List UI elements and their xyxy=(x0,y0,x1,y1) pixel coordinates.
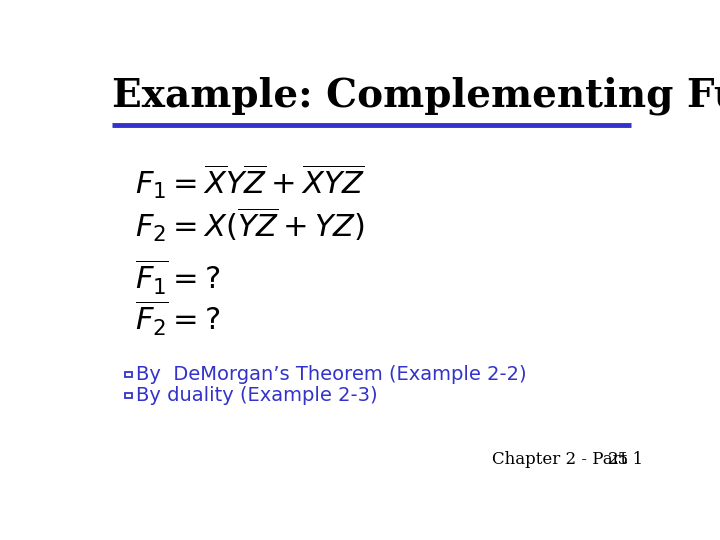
Text: 25: 25 xyxy=(608,451,629,468)
FancyBboxPatch shape xyxy=(125,393,132,398)
Text: $F_2 = X(\overline{YZ} + YZ)$: $F_2 = X(\overline{YZ} + YZ)$ xyxy=(135,206,364,244)
Text: $\overline{F_1} = ?$: $\overline{F_1} = ?$ xyxy=(135,257,220,296)
Text: Example: Complementing Function: Example: Complementing Function xyxy=(112,77,720,115)
Text: Chapter 2 - Part 1: Chapter 2 - Part 1 xyxy=(492,451,643,468)
FancyBboxPatch shape xyxy=(125,372,132,377)
Text: By duality (Example 2-3): By duality (Example 2-3) xyxy=(136,386,378,405)
Text: By  DeMorgan’s Theorem (Example 2-2): By DeMorgan’s Theorem (Example 2-2) xyxy=(136,365,527,384)
Text: $F_1 = \overline{X}Y\overline{Z} + \overline{XYZ}$: $F_1 = \overline{X}Y\overline{Z} + \over… xyxy=(135,162,365,200)
Text: $\overline{F_2} = ?$: $\overline{F_2} = ?$ xyxy=(135,299,220,338)
